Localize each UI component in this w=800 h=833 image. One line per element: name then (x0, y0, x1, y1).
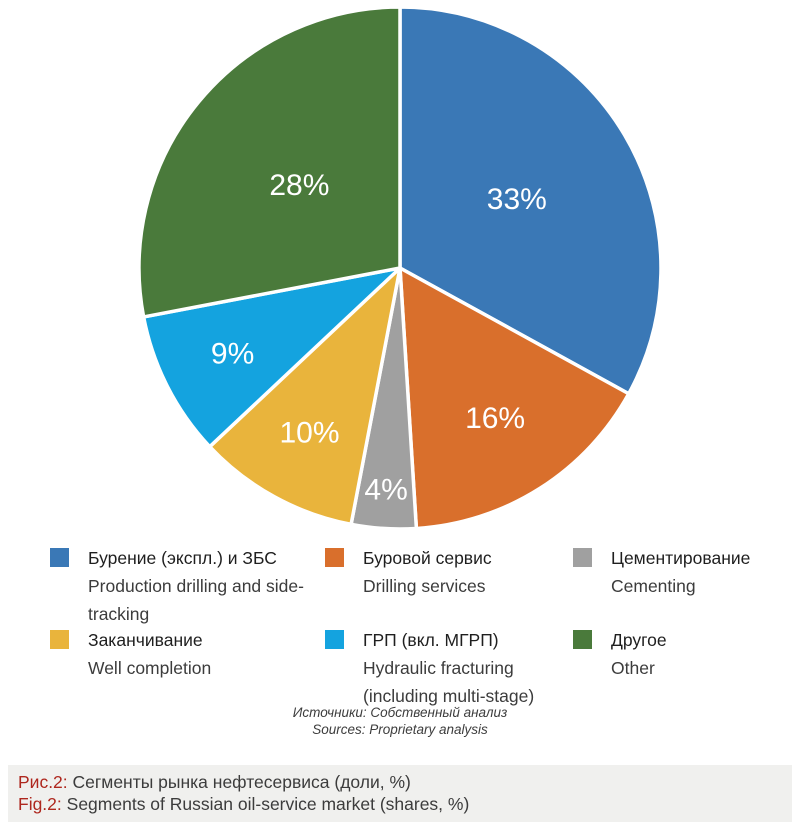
pie-chart-area: 33% 16% 4% 10% 9% 28% (137, 5, 663, 531)
pie-slice-3 (207, 266, 402, 527)
caption-prefix-en: Fig.2: (18, 793, 62, 814)
caption-text-ru: Сегменты рынка нефтесервиса (доли, %) (72, 772, 411, 792)
legend-swatch-other (573, 630, 592, 649)
pie-slice-0 (398, 5, 663, 396)
legend-label-en: Production drilling and side-tracking (88, 576, 304, 624)
legend-swatch-cementing (573, 548, 592, 567)
pie-slice-label-1: 16% (465, 402, 525, 435)
caption-text-en: Segments of Russian oil-service market (… (66, 793, 470, 814)
legend-label-en: Drilling services (363, 576, 486, 596)
legend-label-ru: Цементирование (611, 548, 751, 568)
legend-label-ru: Заканчивание (88, 630, 203, 650)
pie-slice-1 (398, 266, 631, 531)
caption-prefix-ru: Рис.2: (18, 772, 68, 792)
legend-swatch-hydraulic-fracturing (325, 630, 344, 649)
figure-caption: Рис.2: Сегменты рынка нефтесервиса (доли… (8, 765, 792, 822)
caption-line-ru: Рис.2: Сегменты рынка нефтесервиса (доли… (18, 772, 792, 794)
pie-slice-5 (137, 5, 402, 319)
pie-slice-label-0: 33% (487, 183, 547, 216)
legend-label-ru: Бурение (экспл.) и ЗБС (88, 548, 277, 568)
legend-label-en: Cementing (611, 576, 696, 596)
legend-label-ru: Буровой сервис (363, 548, 492, 568)
legend-label-ru: Другое (611, 630, 667, 650)
legend-item-hydraulic-fracturing: ГРП (вкл. МГРП) Hydraulic fracturing (in… (325, 626, 565, 710)
legend-label-ru: ГРП (вкл. МГРП) (363, 630, 499, 650)
pie-slice-label-5: 28% (269, 169, 329, 202)
sources-note: Источники: Собственный анализ Sources: P… (0, 704, 800, 738)
pie-slice-label-2: 4% (364, 473, 407, 506)
legend-swatch-drilling-services (325, 548, 344, 567)
legend-item-drilling-services: Буровой сервис Drilling services (325, 544, 565, 600)
legend-label-en: Hydraulic fracturing (including multi-st… (363, 658, 535, 706)
pie-slice-4 (141, 266, 402, 449)
legend-item-cementing: Цементирование Cementing (573, 544, 793, 600)
legend-item-well-completion: Заканчивание Well completion (50, 626, 335, 682)
sources-line-ru: Источники: Собственный анализ (292, 705, 508, 720)
legend-item-production-drilling: Бурение (экспл.) и ЗБС Production drilli… (50, 544, 335, 628)
pie-slice-label-3: 10% (279, 417, 339, 450)
legend-item-other: Другое Other (573, 626, 793, 682)
pie-slice-label-4: 9% (211, 337, 254, 370)
legend-swatch-well-completion (50, 630, 69, 649)
sources-line-en: Sources: Proprietary analysis (312, 722, 488, 737)
legend-label-en: Well completion (88, 658, 212, 678)
legend-swatch-production-drilling (50, 548, 69, 567)
pie-chart: 33% 16% 4% 10% 9% 28% (137, 5, 663, 531)
caption-line-en: Fig.2: Segments of Russian oil-service m… (18, 794, 792, 816)
legend-label-en: Other (611, 658, 655, 678)
